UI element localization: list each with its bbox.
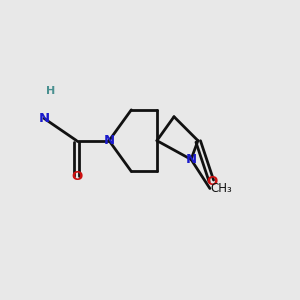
Text: CH₃: CH₃	[210, 182, 232, 195]
Text: N: N	[103, 134, 115, 147]
Text: N: N	[39, 112, 50, 125]
Text: O: O	[71, 170, 82, 183]
Text: O: O	[206, 175, 217, 188]
Text: N: N	[185, 153, 197, 166]
Text: H: H	[46, 86, 56, 96]
